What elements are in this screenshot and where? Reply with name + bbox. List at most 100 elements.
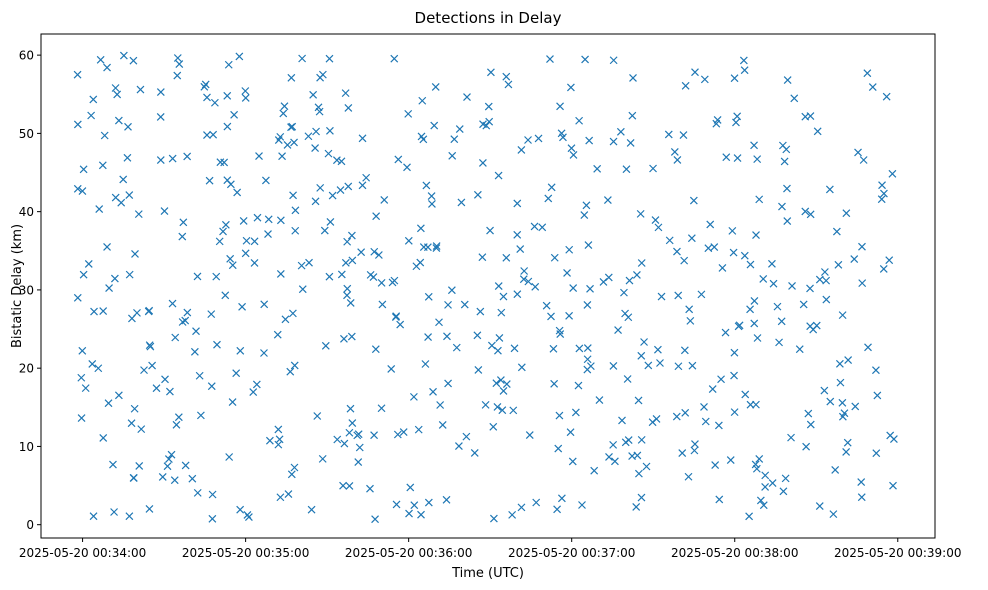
data-point — [531, 282, 540, 291]
data-point — [410, 501, 419, 510]
data-point — [822, 295, 831, 304]
data-point — [691, 68, 699, 77]
data-point — [689, 196, 698, 205]
data-point — [787, 433, 795, 442]
data-point — [746, 305, 755, 314]
data-point — [575, 344, 584, 353]
data-point — [481, 400, 490, 409]
data-point — [637, 493, 646, 502]
data-point — [113, 90, 122, 99]
data-point — [822, 276, 831, 285]
data-point — [836, 378, 845, 387]
data-point — [520, 267, 529, 275]
data-point — [715, 495, 724, 504]
data-point — [390, 54, 399, 63]
data-point — [223, 122, 232, 131]
data-point — [620, 288, 628, 297]
data-point — [179, 218, 188, 227]
data-point — [252, 380, 261, 389]
data-point — [740, 66, 749, 75]
data-point — [651, 216, 660, 224]
data-point — [557, 494, 566, 503]
data-point — [496, 376, 505, 385]
data-point — [279, 109, 288, 118]
data-point — [156, 88, 165, 96]
data-point — [281, 315, 290, 324]
data-point — [290, 361, 299, 370]
plot-frame — [40, 33, 936, 539]
data-point — [580, 211, 589, 219]
data-point — [783, 76, 792, 85]
data-point — [347, 332, 356, 341]
data-point — [554, 444, 563, 453]
data-point — [219, 227, 227, 236]
data-point — [341, 258, 350, 267]
y-tick-label: 60 — [19, 49, 34, 63]
data-point — [424, 498, 433, 507]
data-point — [145, 341, 154, 350]
data-point — [516, 245, 525, 253]
data-point — [478, 253, 487, 262]
data-point — [236, 346, 245, 355]
data-point — [309, 90, 318, 99]
data-point — [298, 54, 307, 63]
data-point — [753, 155, 762, 164]
data-point — [851, 402, 860, 411]
data-point — [168, 154, 177, 163]
data-point — [733, 154, 742, 162]
data-point — [406, 483, 415, 492]
data-point — [291, 226, 300, 235]
data-point — [284, 490, 293, 498]
data-point — [618, 416, 626, 425]
data-point — [777, 317, 786, 326]
data-point — [181, 461, 190, 470]
data-point — [750, 297, 759, 305]
data-point — [790, 94, 799, 103]
data-point — [200, 82, 209, 91]
data-point — [161, 375, 169, 384]
data-point — [100, 131, 109, 140]
data-point — [880, 189, 888, 198]
data-point — [815, 502, 824, 511]
data-point — [583, 301, 592, 309]
data-point — [542, 301, 551, 310]
data-point — [462, 432, 471, 441]
data-point — [427, 192, 436, 200]
data-point — [188, 474, 197, 483]
data-point — [307, 505, 316, 514]
data-point — [569, 284, 578, 293]
data-point — [495, 334, 504, 342]
data-point — [135, 461, 144, 470]
data-point — [740, 251, 749, 260]
data-point — [741, 390, 750, 399]
data-point — [609, 56, 618, 65]
data-point — [687, 234, 696, 243]
data-point — [320, 226, 329, 235]
data-point — [489, 514, 498, 523]
y-tick-label: 20 — [19, 362, 34, 376]
data-point — [241, 87, 250, 95]
data-point — [286, 367, 295, 376]
data-point — [243, 510, 252, 519]
data-point — [877, 195, 886, 204]
data-point — [357, 248, 366, 257]
data-point — [424, 292, 433, 301]
data-point — [486, 68, 495, 77]
data-point — [136, 85, 145, 94]
data-point — [691, 440, 699, 448]
data-point — [345, 482, 354, 490]
data-point — [510, 344, 519, 353]
data-point — [216, 158, 225, 167]
data-point — [806, 420, 815, 429]
data-point — [680, 256, 689, 265]
data-point — [393, 430, 402, 439]
data-point — [633, 451, 642, 460]
data-point — [649, 164, 657, 173]
data-point — [168, 299, 177, 308]
data-point — [484, 102, 493, 111]
data-point — [345, 428, 354, 437]
data-point — [711, 461, 720, 470]
data-point — [274, 440, 283, 449]
y-tick-label: 50 — [19, 127, 34, 141]
data-point — [665, 236, 674, 245]
